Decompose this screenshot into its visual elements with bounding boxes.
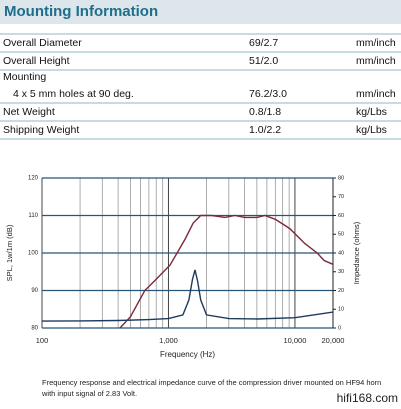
y2-tick-label: 30 [338,269,344,275]
y-tick-label: 120 [28,176,39,182]
x-axis-label: Frequency (Hz) [160,350,215,359]
x-tick-label: 20,000 [322,336,345,345]
header-band [0,0,401,24]
table-cell: mm/inch [356,55,396,67]
y-tick-label: 100 [28,251,39,257]
y2-tick-label: 10 [338,307,344,313]
y2-tick-label: 60 [338,213,344,219]
series-line [119,214,334,329]
table-cell: Mounting [3,71,46,83]
table-cell: mm/inch [356,37,396,49]
y2-tick-label: 50 [338,232,344,238]
x-tick-label: 1,000 [159,336,178,345]
table-cell: 4 x 5 mm holes at 90 deg. [13,88,134,100]
y2-tick-label: 40 [338,250,344,256]
table-cell: 69/2.7 [249,37,278,49]
series-line [41,269,334,322]
caption: Frequency response and electrical impeda… [42,378,382,398]
table-cell: Shipping Weight [3,124,79,136]
x-tick-label: 10,000 [283,336,306,345]
table-cell: kg/Lbs [356,124,387,136]
table-cell: 51/2.0 [249,55,278,67]
y2-tick-label: 80 [338,175,344,181]
y2-tick-label: 0 [338,325,341,331]
y2-tick-label: 20 [338,288,344,294]
y-tick-label: 110 [28,213,38,219]
y-tick-label: 80 [31,326,38,332]
table-cell: mm/inch [356,88,396,100]
table-cell: 1.0/2.2 [249,124,281,136]
table-cell: Overall Diameter [3,37,82,49]
y2-axis-label: Impedance (ohms) [352,221,361,284]
table-cell: 76.2/3.0 [249,88,287,100]
table-cell: Net Weight [3,106,55,118]
header-title: Mounting Information [4,3,158,20]
watermark: hifi168.com [337,391,398,405]
table-cell: kg/Lbs [356,106,387,118]
table-cell: 0.8/1.8 [249,106,281,118]
table-cell: Overall Height [3,55,70,67]
y2-tick-label: 70 [338,194,344,200]
x-tick-label: 100 [36,336,49,345]
y-axis-label: SPL, 1w/1m (dB) [5,224,14,281]
y-tick-label: 90 [31,288,38,294]
